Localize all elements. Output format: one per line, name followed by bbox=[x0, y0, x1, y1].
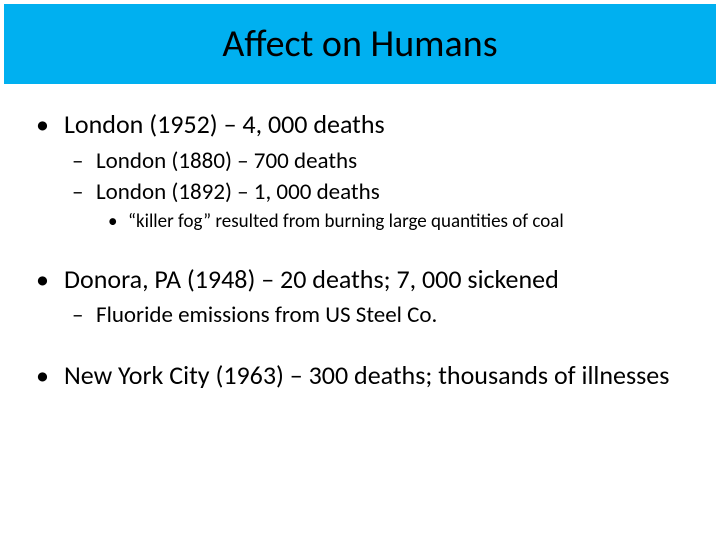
slide-title: Affect on Humans bbox=[222, 21, 497, 67]
list-item: – London (1892) – 1, 000 deaths bbox=[72, 178, 684, 208]
item-text: London (1892) – 1, 000 deaths bbox=[96, 178, 380, 208]
list-item: • “killer fog” resulted from burning lar… bbox=[108, 210, 684, 235]
list-item: • London (1952) – 4, 000 deaths bbox=[36, 108, 684, 141]
dash-icon: – bbox=[72, 178, 96, 208]
spacer bbox=[36, 333, 684, 359]
item-text: Donora, PA (1948) – 20 deaths; 7, 000 si… bbox=[64, 263, 559, 296]
bullet-icon: • bbox=[36, 263, 64, 296]
item-text: London (1880) – 700 deaths bbox=[96, 147, 357, 177]
dash-icon: – bbox=[72, 147, 96, 177]
item-text: “killer fog” resulted from burning large… bbox=[128, 210, 564, 235]
dash-icon: – bbox=[72, 301, 96, 331]
bullet-icon: • bbox=[36, 359, 64, 392]
content-area: • London (1952) – 4, 000 deaths – London… bbox=[0, 84, 720, 392]
item-text: Fluoride emissions from US Steel Co. bbox=[96, 301, 437, 331]
spacer bbox=[36, 237, 684, 263]
list-item: – Fluoride emissions from US Steel Co. bbox=[72, 301, 684, 331]
list-item: • Donora, PA (1948) – 20 deaths; 7, 000 … bbox=[36, 263, 684, 296]
list-item: • New York City (1963) – 300 deaths; tho… bbox=[36, 359, 684, 392]
item-text: London (1952) – 4, 000 deaths bbox=[64, 108, 385, 141]
bullet-icon: • bbox=[36, 108, 64, 141]
item-text: New York City (1963) – 300 deaths; thous… bbox=[64, 359, 669, 392]
title-bar: Affect on Humans bbox=[4, 4, 716, 84]
list-item: – London (1880) – 700 deaths bbox=[72, 147, 684, 177]
bullet-icon: • bbox=[108, 210, 128, 235]
